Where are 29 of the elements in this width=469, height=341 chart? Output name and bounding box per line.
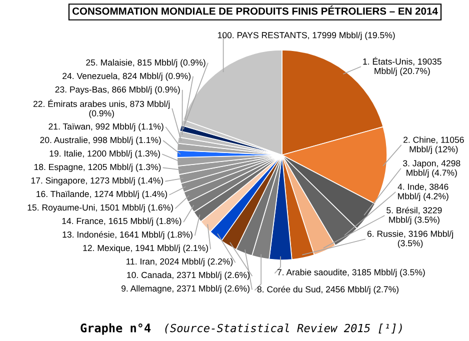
slice-label: 22. Émirats arabes unis, 873 Mbbl/j (0.9%) [33, 99, 170, 118]
slice-label: 6. Russie, 3196 Mbbl/j (3.5%) [367, 230, 453, 248]
slice-label: 8. Corée du Sud, 2456 Mbbl/j (2.7%) [257, 286, 398, 294]
slice-label: 25. Malaisie, 815 Mbbl/j (0.9%) [86, 59, 206, 68]
slice-label: 19. Italie, 1200 Mbbl/j (1.3%) [50, 150, 160, 158]
slice-label: 21. Taïwan, 992 Mbbl/j (1.1%) [48, 123, 164, 132]
slice-label: 2. Chine, 11056 Mbbl/j (12%) [404, 136, 464, 154]
text: Graphe n°4 [80, 323, 151, 335]
slice-label: 17. Singapore, 1273 Mbbl/j (1.4%) [31, 177, 163, 186]
text: (Source-Statistical Review 2015 [¹]) [165, 324, 402, 334]
slice-label: 3. Japon, 4298 Mbbl/j (4.7%) [403, 160, 460, 178]
slice-label: 7. Arabie saoudite, 3185 Mbbl/j (3.5%) [277, 268, 425, 278]
slice-label: 5. Brésil, 3229 Mbbl/j (3.5%) [386, 206, 442, 225]
slice-label: 4. Inde, 3846 Mbbl/j (4.2%) [398, 183, 448, 202]
slice-label: 100. PAYS RESTANTS, 17999 Mbbl/j (19.5%) [218, 32, 395, 40]
slice-label: 13. Indonésie, 1641 Mbbl/j (1.8%) [62, 231, 192, 240]
slice-label: 9. Allemagne, 2371 Mbbl/j (2.6%) [122, 285, 250, 294]
slice-label: 24. Venezuela, 824 Mbbl/j (0.9%) [62, 72, 191, 81]
slice-label: 20. Australie, 998 Mbbl/j (1.1%) [40, 136, 161, 145]
slice-label: 10. Canada, 2371 Mbbl/j (2.6%) [127, 272, 250, 280]
slice-label: 16. Thaïlande, 1274 Mbbl/j (1.4%) [36, 190, 168, 199]
slice-label: 18. Espagne, 1205 Mbbl/j (1.3%) [34, 164, 161, 172]
slice-label: 1. États-Unis, 19035 Mbbl/j (20.7%) [363, 56, 442, 76]
chart-title: CONSOMMATION MONDIALE DE PRODUITS FINIS PÉTROLIERS – EN 2014 [72, 6, 438, 15]
slice-label: 14. France, 1615 Mbbl/j (1.8%) [62, 218, 182, 226]
slice-label: 11. Iran, 2024 Mbbl/j (2.2%) [126, 258, 233, 266]
slice-label: 15. Royaume-Uni, 1501 Mbbl/j (1.6%) [28, 204, 173, 212]
slice-label: 12. Mexique, 1941 Mbbl/j (2.1%) [83, 244, 208, 253]
slice-label: 23. Pays-Bas, 866 Mbbl/j (0.9%) [55, 86, 180, 94]
